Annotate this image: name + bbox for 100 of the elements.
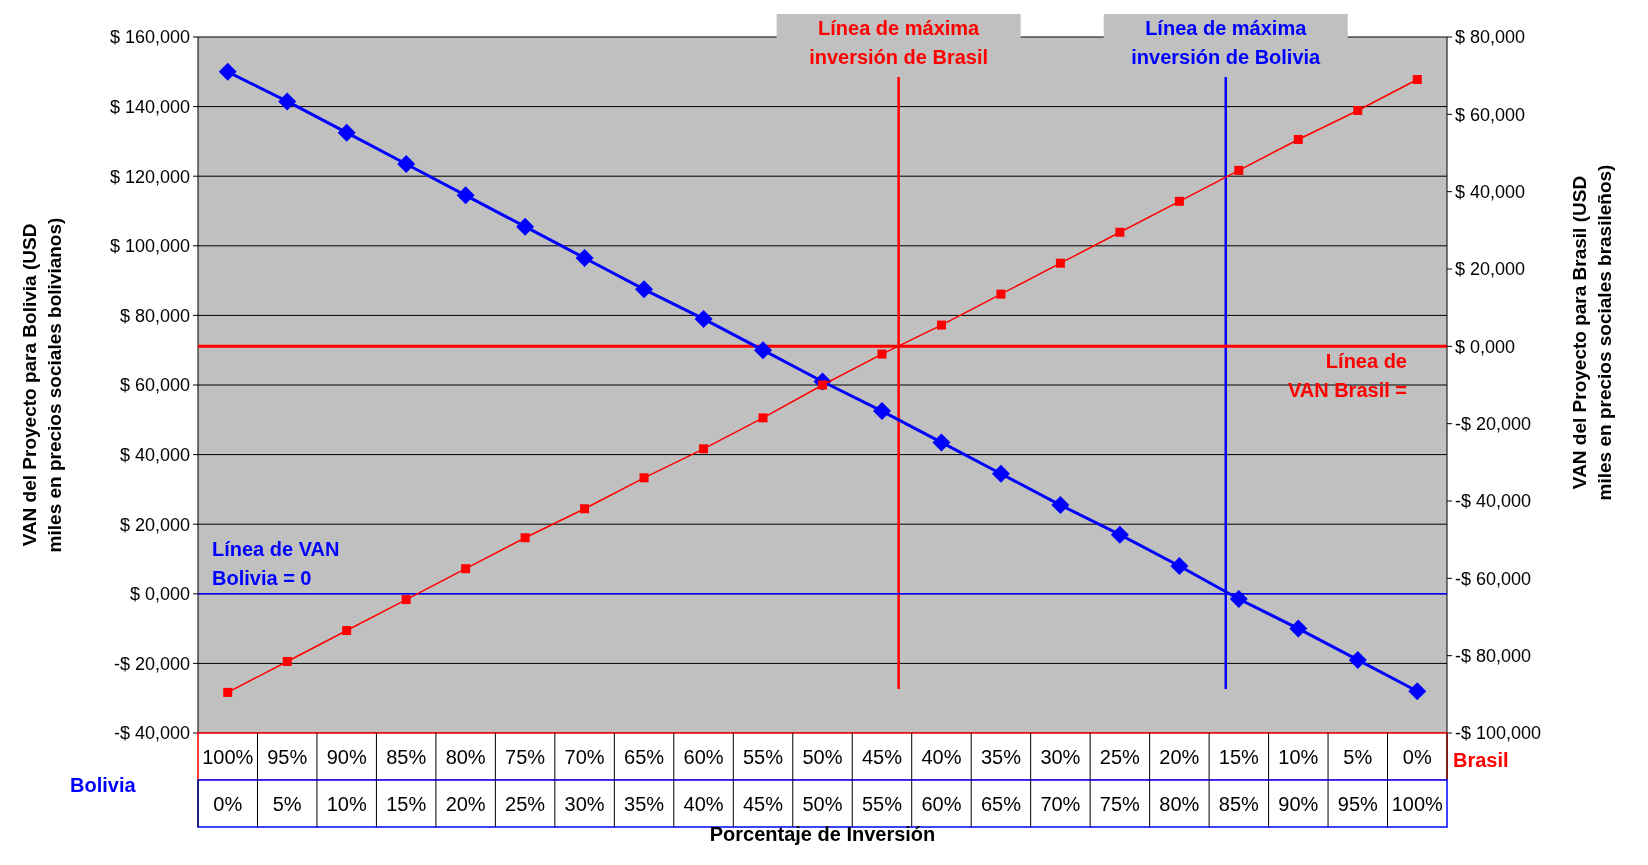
x2-tick-label: 0%: [1402, 745, 1432, 768]
x2-tick-label: 55%: [743, 745, 784, 768]
point: [1174, 196, 1184, 206]
point: [699, 444, 709, 454]
x-tick-label: 0%: [213, 792, 243, 815]
text: Bolivia: [70, 774, 137, 796]
x2-tick-label: 20%: [1159, 745, 1200, 768]
point: [461, 564, 471, 574]
point: [580, 504, 590, 514]
x-tick-label: 60%: [921, 792, 962, 815]
point: [932, 433, 951, 452]
point: [1293, 134, 1303, 144]
ref-line-label: Línea de máxima inversión de Brasil: [809, 17, 989, 68]
ref-line-label: Línea de VAN Bolivia = 0: [212, 537, 340, 589]
x-tick-label: 80%: [1159, 792, 1200, 815]
point: [575, 248, 594, 267]
y2-tick-label: $ 20,000: [1455, 259, 1526, 280]
x2-tick-label: 25%: [1099, 745, 1141, 768]
x-tick-label: 100%: [1391, 792, 1444, 815]
x2-tick-label: 70%: [564, 745, 605, 768]
point: [635, 280, 654, 299]
point: [456, 186, 475, 205]
y2-tick-label: $ 0,000: [1455, 336, 1516, 357]
point: [1234, 165, 1244, 175]
point: [342, 626, 352, 636]
point: [520, 533, 530, 543]
x-tick-label: 70%: [1040, 792, 1081, 815]
x-tick-label: 90%: [1278, 792, 1319, 815]
point: [877, 349, 887, 359]
point: [758, 413, 768, 423]
point: [1110, 525, 1129, 544]
ref-line-label: Línea de VAN Brasil =: [1287, 350, 1407, 402]
x2-tick-label: 35%: [980, 745, 1022, 768]
x-tick-label: 75%: [1099, 792, 1141, 815]
y2-tick-label: $ 60,000: [1455, 104, 1526, 125]
y-tick-label: $ 0,000: [129, 584, 190, 605]
x2-tick-label: 60%: [683, 745, 724, 768]
x2-tick-label: 5%: [1343, 745, 1373, 768]
x2-tick-label: 45%: [861, 745, 903, 768]
x-tick-label: 85%: [1218, 792, 1260, 815]
x2-tick-label: 30%: [1040, 745, 1081, 768]
y-axis-title: VAN del Proyecto para Bolivia (USD miles en precios sociales bolivianos): [19, 217, 65, 553]
point: [1051, 496, 1070, 515]
point: [639, 473, 649, 483]
x2-tick-label: 95%: [267, 745, 308, 768]
ref-line-label: Línea de máxima inversión de Bolivia: [1131, 17, 1322, 68]
x2-tick-label: 85%: [386, 745, 427, 768]
point: [278, 92, 297, 111]
y-tick-label: $ 60,000: [119, 375, 190, 396]
point: [996, 289, 1006, 299]
y-tick-label: -$ 20,000: [113, 653, 190, 674]
point: [1353, 105, 1363, 115]
point: [1115, 227, 1125, 237]
point: [754, 341, 773, 360]
y2-tick-label: -$ 60,000: [1455, 568, 1532, 589]
x2-tick-label: 40%: [921, 745, 962, 768]
point: [282, 656, 292, 666]
x-tick-label: 45%: [743, 792, 784, 815]
x-tick-label: 50%: [802, 792, 843, 815]
x-tick-label: 65%: [980, 792, 1022, 815]
point: [223, 687, 233, 697]
point: [936, 320, 946, 330]
y2-tick-label: -$ 100,000: [1455, 723, 1542, 744]
point: [991, 464, 1010, 483]
x2-tick-label: 10%: [1278, 745, 1319, 768]
y-tick-label: -$ 40,000: [113, 723, 190, 744]
y2-tick-label: -$ 80,000: [1455, 645, 1532, 666]
point: [337, 123, 356, 142]
x2-tick-label: 80%: [445, 745, 486, 768]
point: [1289, 619, 1308, 638]
y-tick-label: $ 140,000: [109, 96, 190, 117]
x-tick-label: 95%: [1337, 792, 1379, 815]
y2-tick-label: $ 40,000: [1455, 181, 1526, 202]
x-axis-title: Porcentaje de Inversión: [709, 823, 936, 845]
point: [1412, 75, 1422, 85]
x2-tick-label: 75%: [505, 745, 546, 768]
x-tick-label: 15%: [386, 792, 427, 815]
x-tick-label: 25%: [505, 792, 546, 815]
point: [397, 155, 416, 174]
text: Brasil: [1453, 749, 1509, 771]
y-tick-label: $ 120,000: [109, 166, 190, 187]
point: [1170, 556, 1189, 575]
point: [1408, 682, 1427, 701]
y-tick-label: $ 40,000: [119, 444, 190, 465]
y2-axis-title: VAN del Proyecto para Brasil (USD miles en precios sociales brasileños): [1569, 164, 1615, 501]
point: [1229, 590, 1248, 609]
point: [872, 402, 891, 421]
point: [1055, 258, 1065, 268]
point: [516, 217, 535, 236]
point: [1348, 650, 1367, 669]
x2-tick-label: 100%: [202, 745, 254, 768]
y2-tick-label: $ 80,000: [1455, 27, 1526, 48]
point: [218, 62, 237, 81]
y-tick-label: $ 80,000: [119, 305, 190, 326]
y2-tick-label: -$ 40,000: [1455, 491, 1532, 512]
x2-tick-label: 15%: [1218, 745, 1260, 768]
x-tick-label: 40%: [683, 792, 724, 815]
y-tick-label: $ 20,000: [119, 514, 190, 535]
y-tick-label: $ 160,000: [109, 27, 190, 48]
y-tick-label: $ 100,000: [109, 236, 190, 257]
